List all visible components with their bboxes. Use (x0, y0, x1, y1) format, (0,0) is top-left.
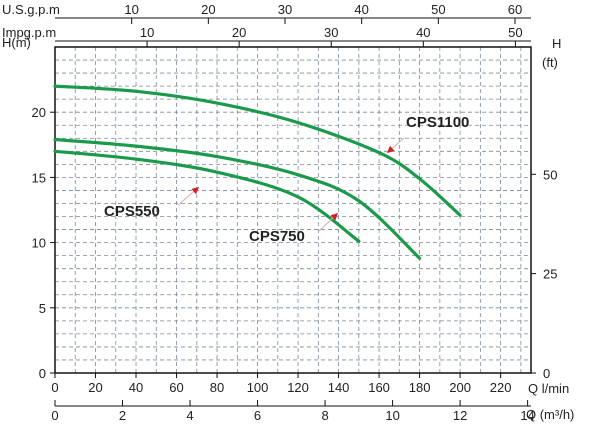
x-axis-bottom2-label: Q (m³/h) (526, 407, 574, 422)
plot-area (55, 47, 531, 373)
x-bottom-tick-label: 80 (210, 380, 224, 395)
x-top1-tick-label: 60 (508, 2, 522, 17)
label-cps1100: CPS1100 (406, 114, 469, 131)
label-cps550: CPS550 (104, 203, 160, 220)
y-left-tick-label: 5 (39, 301, 46, 316)
curve-cps1100 (53, 84, 462, 217)
x-bottom2-tick-label: 12 (453, 408, 467, 423)
x-top1-tick-label: 40 (354, 2, 368, 17)
grid (55, 47, 531, 373)
x-bottom-tick-label: 100 (247, 380, 269, 395)
x-bottom-tick-label: 220 (490, 380, 512, 395)
y-axis-right-label-1: H (552, 36, 561, 51)
x-top2-tick-label: 20 (232, 25, 246, 40)
x-axis-top2-label: Impg.p.m (2, 25, 56, 40)
x-bottom2-tick-label: 0 (51, 408, 58, 423)
x-bottom-tick-label: 60 (169, 380, 183, 395)
x-top1-tick-label: 20 (201, 2, 215, 17)
x-bottom2-tick-label: 8 (321, 408, 328, 423)
curves (53, 84, 462, 260)
plot-frame (54, 46, 532, 374)
y-right-tick-label: 0 (543, 366, 550, 381)
curve-cps550 (53, 149, 361, 243)
label-cps750: CPS750 (249, 228, 305, 245)
y-right-tick-label: 25 (543, 267, 557, 282)
y-left-tick-label: 20 (32, 105, 46, 120)
x-bottom-tick-label: 0 (51, 380, 58, 395)
x-bottom-tick-label: 140 (328, 380, 350, 395)
y-axis-left-label: H(m) (2, 35, 31, 50)
annotation-arrows (177, 137, 405, 233)
x-bottom-tick-label: 160 (368, 380, 390, 395)
y-left-tick-label: 15 (32, 170, 46, 185)
x-top1-tick-label: 30 (278, 2, 292, 17)
x-bottom2-tick-label: 4 (186, 408, 193, 423)
x-bottom2-tick-label: 10 (385, 408, 399, 423)
y-left-tick-label: 10 (32, 236, 46, 251)
x-bottom-tick-label: 40 (129, 380, 143, 395)
x-top2-tick-label: 30 (324, 25, 338, 40)
y-right-tick-label: 50 (543, 167, 557, 182)
x-bottom-tick-label: 200 (449, 380, 471, 395)
x-bottom-tick-label: 120 (287, 380, 309, 395)
arrow-cps1100-head (387, 145, 395, 153)
x-top1-tick-label: 50 (431, 2, 445, 17)
curve-cps750 (53, 137, 422, 260)
y-left-tick-label: 0 (39, 366, 46, 381)
x-bottom2-tick-label: 14 (520, 408, 534, 423)
x-bottom2-tick-label: 6 (254, 408, 261, 423)
x-bottom-tick-label: 180 (409, 380, 431, 395)
x-bottom2-tick-label: 2 (119, 408, 126, 423)
axis-ticks (50, 18, 536, 406)
arrow-cps550-head (191, 187, 199, 195)
x-bottom-tick-label: 20 (88, 380, 102, 395)
y-axis-right-label-2: (ft) (542, 55, 558, 70)
x-top2-tick-label: 10 (140, 25, 154, 40)
x-top2-tick-label: 50 (508, 25, 522, 40)
arrow-cps750-head (330, 213, 338, 221)
x-top2-tick-label: 40 (416, 25, 430, 40)
x-axis-top1-label: U.S.g.p.m (2, 2, 60, 17)
x-axis-bottom-label: Q l/min (528, 381, 569, 396)
x-top1-tick-label: 10 (124, 2, 138, 17)
